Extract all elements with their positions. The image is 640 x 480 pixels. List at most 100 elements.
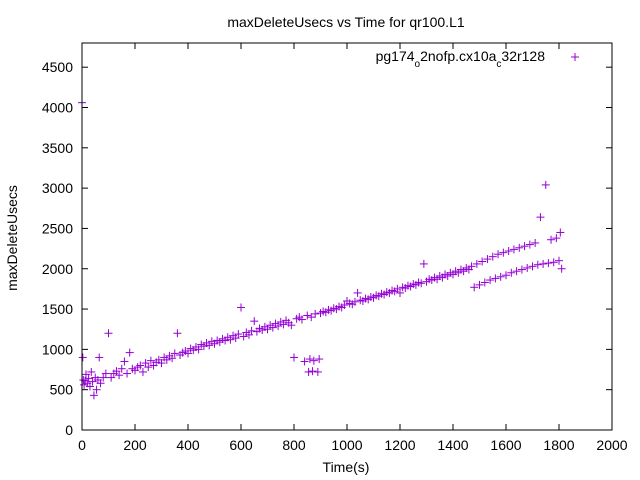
y-tick-label: 2000 bbox=[42, 261, 73, 277]
legend-marker bbox=[571, 53, 579, 61]
x-tick-label: 1600 bbox=[490, 437, 521, 453]
data-point bbox=[541, 180, 550, 189]
data-point bbox=[417, 279, 426, 288]
data-point bbox=[96, 379, 105, 388]
data-point bbox=[309, 356, 318, 365]
data-point bbox=[173, 329, 182, 338]
data-point bbox=[184, 349, 192, 358]
x-tick-label: 1800 bbox=[543, 437, 574, 453]
data-point bbox=[81, 370, 90, 379]
data-point bbox=[311, 309, 320, 318]
data-point bbox=[472, 259, 481, 268]
y-tick-label: 2500 bbox=[42, 220, 73, 236]
data-point bbox=[303, 311, 312, 320]
data-point bbox=[536, 213, 545, 222]
data-point bbox=[533, 260, 542, 269]
data-point bbox=[104, 329, 113, 338]
legend-label-part: 32r128 bbox=[501, 48, 545, 64]
data-point bbox=[244, 330, 253, 339]
y-tick-label: 3500 bbox=[42, 140, 73, 156]
data-point bbox=[239, 332, 248, 341]
data-point bbox=[520, 242, 529, 251]
data-point bbox=[231, 334, 240, 343]
data-point bbox=[517, 265, 526, 274]
data-point bbox=[170, 349, 179, 358]
data-point bbox=[87, 367, 96, 376]
data-point bbox=[470, 283, 479, 292]
data-point bbox=[138, 367, 147, 376]
data-point bbox=[350, 297, 359, 306]
data-point bbox=[419, 259, 428, 268]
data-point bbox=[279, 320, 288, 329]
x-axis-ticks: 0 200 400 600 800 1000 1200 1400 1600 1800 2000 bbox=[78, 43, 628, 453]
data-point bbox=[274, 321, 283, 330]
data-point bbox=[396, 288, 404, 297]
data-point bbox=[480, 278, 489, 287]
data-point bbox=[168, 354, 177, 363]
data-point bbox=[467, 262, 476, 271]
y-tick-label: 4500 bbox=[42, 59, 73, 75]
data-point bbox=[491, 274, 500, 283]
data-point bbox=[194, 345, 203, 354]
data-point bbox=[304, 367, 313, 376]
chart-title: maxDeleteUsecs vs Time for qr100.L1 bbox=[227, 14, 465, 30]
data-point bbox=[509, 245, 518, 254]
data-point bbox=[144, 363, 153, 372]
data-point bbox=[557, 264, 566, 273]
data-point bbox=[237, 303, 245, 312]
data-point bbox=[268, 323, 277, 332]
legend-marker-symbol bbox=[571, 53, 579, 61]
data-point bbox=[475, 280, 484, 289]
data-point bbox=[162, 355, 171, 364]
data-point bbox=[125, 348, 134, 357]
x-tick-label: 1000 bbox=[331, 437, 362, 453]
data-point bbox=[547, 235, 556, 244]
y-tick-label: 0 bbox=[65, 422, 73, 438]
data-point bbox=[85, 382, 94, 391]
x-tick-label: 2000 bbox=[596, 437, 627, 453]
data-point bbox=[499, 248, 508, 257]
y-tick-label: 500 bbox=[50, 382, 74, 398]
y-tick-label: 1500 bbox=[42, 301, 73, 317]
legend-label-part: o bbox=[415, 59, 421, 70]
data-point bbox=[226, 335, 235, 344]
data-point bbox=[84, 374, 93, 383]
data-point bbox=[120, 357, 129, 366]
data-point bbox=[496, 272, 505, 281]
data-point bbox=[115, 371, 124, 380]
data-point bbox=[141, 359, 150, 368]
y-tick-label: 4000 bbox=[42, 100, 73, 116]
data-points bbox=[78, 98, 566, 400]
data-point bbox=[234, 330, 243, 339]
x-tick-label: 800 bbox=[282, 437, 306, 453]
legend-label-part: c bbox=[496, 59, 501, 70]
data-point bbox=[305, 355, 314, 364]
data-point bbox=[247, 326, 256, 335]
data-point bbox=[552, 234, 561, 243]
data-point bbox=[88, 377, 97, 386]
x-tick-label: 0 bbox=[78, 437, 86, 453]
legend-label-part: 2nofp.cx10a bbox=[420, 48, 496, 64]
data-point bbox=[544, 259, 553, 268]
data-point bbox=[287, 321, 296, 330]
data-point bbox=[263, 325, 272, 334]
x-tick-label: 1200 bbox=[384, 437, 415, 453]
data-point bbox=[528, 262, 537, 271]
data-point bbox=[488, 252, 497, 261]
data-point bbox=[308, 367, 317, 376]
x-tick-label: 1400 bbox=[437, 437, 468, 453]
data-point bbox=[512, 267, 521, 276]
x-tick-label: 600 bbox=[229, 437, 253, 453]
data-point bbox=[80, 380, 89, 389]
data-point bbox=[555, 256, 563, 265]
data-point bbox=[205, 341, 214, 350]
data-point bbox=[523, 263, 532, 272]
y-axis-ticks: 0 500 1000 1500 2000 2500 3000 3500 4000 4500 bbox=[42, 59, 612, 438]
data-point bbox=[123, 369, 132, 378]
legend-label-part: pg174 bbox=[376, 48, 415, 64]
data-point bbox=[157, 359, 166, 368]
data-point bbox=[549, 258, 558, 267]
data-point bbox=[92, 385, 101, 394]
data-point bbox=[531, 238, 540, 247]
